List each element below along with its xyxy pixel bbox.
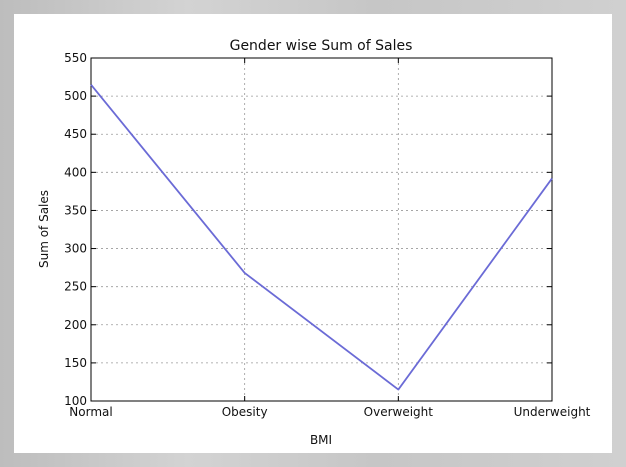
y-tick-label: 350: [64, 203, 87, 217]
series-line: [90, 84, 553, 391]
plot-frame: [90, 57, 553, 402]
x-axis-title: BMI: [310, 433, 332, 447]
x-tick-label: Normal: [69, 405, 112, 419]
x-axis-ticks: Normal Obesity Overweight Underweight: [69, 58, 591, 419]
x-tick-label: Overweight: [364, 405, 434, 419]
x-tick-label: Underweight: [514, 405, 591, 419]
y-tick-label: 100: [64, 394, 87, 408]
grid-lines: [90, 57, 553, 402]
x-tick-label: Obesity: [222, 405, 268, 419]
y-tick-label: 200: [64, 318, 87, 332]
y-tick-label: 150: [64, 356, 87, 370]
y-tick-label: 500: [64, 89, 87, 103]
y-tick-label: 450: [64, 127, 87, 141]
y-tick-label: 300: [64, 242, 87, 256]
series-lines: [90, 84, 553, 391]
chart-title: Gender wise Sum of Sales: [230, 38, 413, 54]
y-axis-title: Sum of Sales: [37, 190, 51, 268]
y-tick-label: 550: [64, 51, 87, 65]
y-tick-label: 250: [64, 280, 87, 294]
y-axis-ticks: 100 150 200 250 300 350 400 450 500 550: [64, 51, 552, 408]
y-tick-label: 400: [64, 165, 87, 179]
